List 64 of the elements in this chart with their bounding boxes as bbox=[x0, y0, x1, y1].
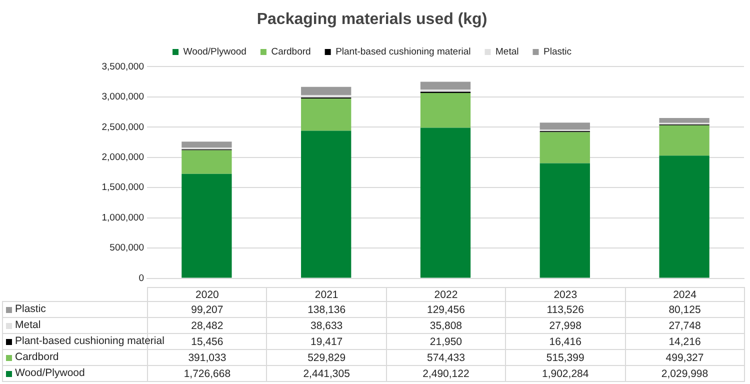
data-label: 515,399 bbox=[506, 350, 626, 366]
data-label: 38,633 bbox=[266, 318, 386, 334]
y-tick-label: 3,500,000 bbox=[102, 61, 144, 72]
bar bbox=[182, 174, 232, 278]
text: Plant-based cushioning material bbox=[15, 336, 164, 348]
data-label: 28,482 bbox=[148, 318, 267, 334]
bar bbox=[540, 132, 590, 164]
x-tick-label: 2020 bbox=[148, 288, 267, 302]
data-label: 499,327 bbox=[625, 350, 744, 366]
bar bbox=[301, 86, 352, 96]
x-tick-label: 2024 bbox=[625, 288, 744, 302]
y-tick-label: 2,000,000 bbox=[102, 152, 144, 164]
y-tick-label: 2,500,000 bbox=[102, 122, 144, 133]
text: Metal bbox=[15, 320, 41, 332]
bar bbox=[182, 150, 232, 174]
y-tick-label: 3,000,000 bbox=[102, 92, 144, 103]
data-label: 14,216 bbox=[625, 334, 744, 350]
data-label: 16,416 bbox=[506, 334, 626, 350]
data-label: 129,456 bbox=[386, 302, 506, 318]
x-tick-label: 2022 bbox=[386, 288, 506, 302]
data-label: 2,441,305 bbox=[266, 366, 386, 382]
data-label: 138,136 bbox=[266, 302, 386, 318]
data-label: 19,417 bbox=[266, 334, 386, 350]
text: Wood/Plywood bbox=[15, 368, 85, 380]
data-label: 21,950 bbox=[386, 334, 506, 350]
text: Plastic bbox=[15, 304, 46, 316]
bar bbox=[540, 163, 590, 278]
x-tick-label: 2023 bbox=[506, 288, 626, 302]
data-label: 27,748 bbox=[625, 318, 744, 334]
data-label: 15,456 bbox=[191, 336, 224, 348]
chart-title: Packaging materials used (kg) bbox=[256, 11, 488, 28]
data-label: 574,433 bbox=[386, 350, 506, 366]
bar bbox=[659, 156, 710, 278]
data-label: 113,526 bbox=[506, 302, 626, 318]
data-label: 27,998 bbox=[506, 318, 626, 334]
data-label: 99,207 bbox=[148, 302, 267, 318]
data-label: 529,829 bbox=[266, 350, 386, 366]
legend-label: Plastic bbox=[543, 46, 572, 58]
data-label: 35,808 bbox=[386, 318, 506, 334]
legend-label: Metal bbox=[496, 46, 519, 58]
bar bbox=[182, 142, 232, 148]
bar bbox=[659, 118, 710, 123]
data-label: 2,490,122 bbox=[386, 366, 506, 382]
bar bbox=[659, 125, 710, 156]
text: Cardbord bbox=[15, 352, 59, 364]
legend-label: Wood/Plywood bbox=[183, 46, 246, 58]
y-tick-label: 0 bbox=[138, 272, 144, 284]
bar bbox=[420, 128, 471, 278]
data-label: 2,029,998 bbox=[625, 366, 744, 382]
data-label: 80,125 bbox=[625, 302, 744, 318]
y-tick-label: 500,000 bbox=[110, 242, 144, 254]
legend-label: Plant-based cushioning material bbox=[336, 46, 471, 58]
x-tick-label: 2021 bbox=[266, 288, 386, 302]
y-tick-label: 1,000,000 bbox=[102, 212, 144, 224]
bar bbox=[540, 122, 590, 130]
legend-label: Cardbord bbox=[271, 46, 311, 58]
bar bbox=[420, 93, 471, 128]
y-tick-label: 1,500,000 bbox=[102, 182, 144, 194]
bar bbox=[301, 130, 352, 278]
bar bbox=[301, 98, 352, 131]
data-label: 1,726,668 bbox=[148, 366, 267, 382]
data-label: 1,902,284 bbox=[506, 366, 626, 382]
bar bbox=[420, 82, 471, 90]
data-label: 391,033 bbox=[148, 350, 267, 366]
